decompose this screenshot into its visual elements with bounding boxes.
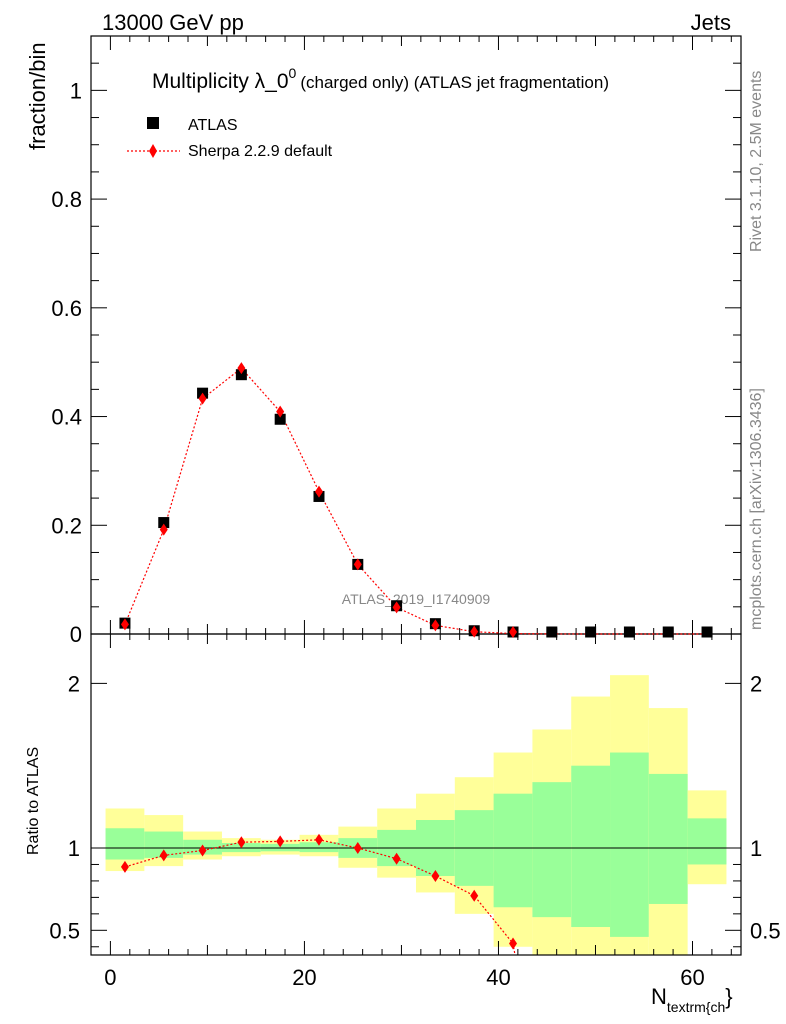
sherpa-ratio-point-1 bbox=[159, 849, 168, 862]
y-tick-label: 0.4 bbox=[51, 405, 82, 430]
y-tick-label: 0.2 bbox=[51, 513, 82, 538]
ratio-y-tick-label-right: 2 bbox=[750, 671, 762, 696]
sherpa-point-1 bbox=[159, 523, 168, 536]
sherpa-point-8 bbox=[431, 619, 440, 632]
sherpa-point-5 bbox=[314, 485, 323, 498]
atlas-point-11 bbox=[546, 626, 558, 638]
ratio-y-tick-label: 0.5 bbox=[49, 918, 80, 943]
legend-sherpa-marker bbox=[149, 144, 157, 158]
y-tick-label: 0.6 bbox=[51, 296, 82, 321]
green-band-15 bbox=[687, 818, 727, 865]
y-tick-label: 1 bbox=[70, 78, 82, 103]
green-band-11 bbox=[532, 782, 572, 918]
sherpa-line bbox=[124, 367, 707, 635]
green-band-0 bbox=[105, 828, 145, 860]
sherpa-point-10 bbox=[509, 626, 518, 638]
atlas-point-15 bbox=[701, 626, 713, 638]
ratio-y-axis-label: Ratio to ATLAS bbox=[25, 747, 42, 855]
x-axis-label: Ntextrm{ch} bbox=[651, 984, 733, 1015]
sherpa-point-0 bbox=[120, 618, 129, 631]
mcplots-label: mcplots.cern.ch [arXiv:1306.3436] bbox=[748, 388, 765, 630]
sherpa-ratio-point-0 bbox=[120, 860, 129, 873]
sherpa-point-9 bbox=[470, 625, 479, 638]
chart-title: Multiplicity λ_00 (charged only) (ATLAS j… bbox=[152, 65, 609, 93]
atlas-point-1 bbox=[158, 517, 170, 529]
sherpa-ratio-point-2 bbox=[198, 844, 207, 857]
x-tick-label: 60 bbox=[680, 965, 704, 990]
jets-label: Jets bbox=[691, 10, 731, 35]
sherpa-ratio-point-9 bbox=[470, 889, 479, 902]
sherpa-point-2 bbox=[198, 392, 207, 405]
sherpa-ratio-point-7 bbox=[392, 852, 401, 865]
x-tick-label: 40 bbox=[486, 965, 510, 990]
atlas-point-4 bbox=[274, 413, 286, 425]
uncertainty-bands bbox=[105, 675, 727, 955]
green-band-10 bbox=[493, 793, 533, 908]
y-axis-label: fraction/bin bbox=[25, 42, 50, 150]
legend-atlas-label: ATLAS bbox=[188, 117, 238, 134]
sherpa-ratio-line bbox=[124, 839, 516, 956]
x-tick-label: 20 bbox=[292, 965, 316, 990]
atlas-point-3 bbox=[235, 369, 247, 381]
green-band-12 bbox=[571, 765, 611, 928]
sherpa-ratio-point-3 bbox=[237, 836, 246, 849]
ratio-y-tick-label-right: 1 bbox=[750, 836, 762, 861]
y-tick-label: 0.8 bbox=[51, 187, 82, 212]
energy-label: 13000 GeV pp bbox=[102, 10, 244, 35]
atlas-point-13 bbox=[623, 626, 635, 638]
analysis-watermark: ATLAS_2019_I1740909 bbox=[342, 591, 491, 607]
sherpa-ratio-point-5 bbox=[314, 833, 323, 846]
ratio-y-tick-label-right: 0.5 bbox=[750, 918, 781, 943]
x-tick-label: 0 bbox=[104, 965, 116, 990]
legend-sherpa-label: Sherpa 2.2.9 default bbox=[188, 143, 333, 160]
atlas-point-12 bbox=[585, 626, 597, 638]
rivet-label: Rivet 3.1.10, 2.5M events bbox=[748, 71, 765, 252]
ratio-y-tick-label: 2 bbox=[68, 671, 80, 696]
y-tick-label: 0 bbox=[70, 622, 82, 647]
green-band-14 bbox=[648, 773, 688, 904]
sherpa-ratio-point-8 bbox=[431, 869, 440, 882]
ratio-y-tick-label: 1 bbox=[68, 836, 80, 861]
data-layer bbox=[119, 362, 713, 956]
legend: ATLAS Sherpa 2.2.9 default bbox=[127, 117, 333, 160]
ratio-frame bbox=[90, 633, 742, 956]
atlas-point-14 bbox=[662, 626, 674, 638]
sherpa-ratio-point-4 bbox=[276, 835, 285, 848]
green-band-5 bbox=[299, 842, 339, 853]
sherpa-point-4 bbox=[276, 405, 285, 418]
sherpa-ratio-point-10 bbox=[509, 937, 518, 950]
sherpa-point-6 bbox=[353, 558, 362, 571]
sherpa-ratio-point-6 bbox=[353, 842, 362, 854]
sherpa-point-3 bbox=[237, 362, 246, 375]
legend-atlas-marker bbox=[147, 117, 159, 129]
green-band-13 bbox=[610, 752, 649, 937]
sherpa-point-7 bbox=[392, 601, 401, 614]
